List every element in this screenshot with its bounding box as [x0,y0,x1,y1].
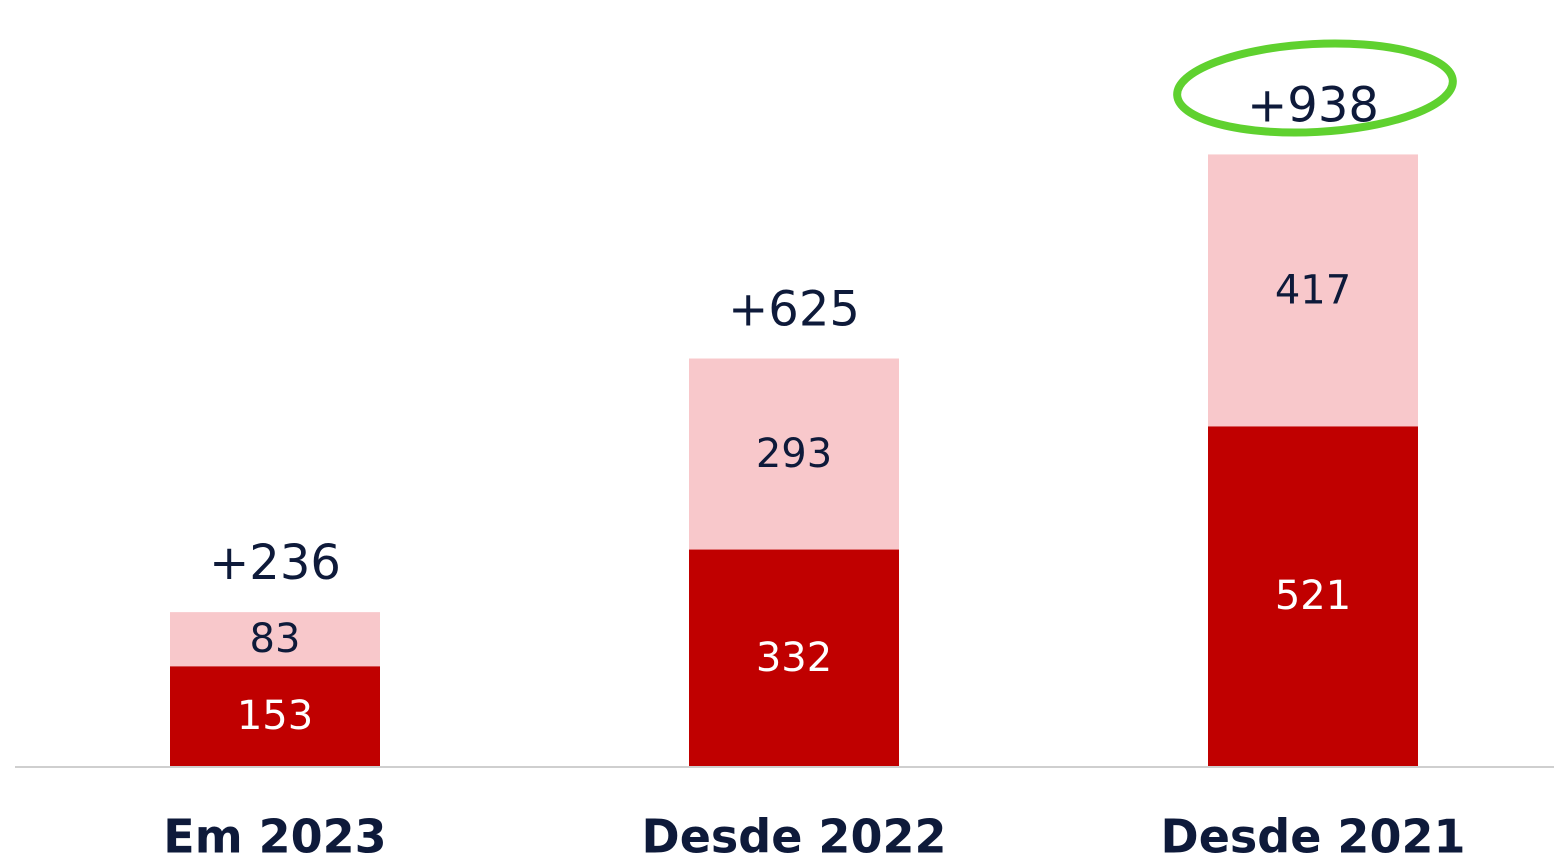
segment-label: 521 [1275,573,1351,619]
segment-label: 332 [756,635,832,681]
bar-segment [1208,426,1418,766]
x-tick-label: Em 2023 [163,810,386,864]
segment-label: 417 [1275,267,1351,313]
bar-segment [170,666,380,766]
segment-label: 293 [756,431,832,477]
bar-segment [170,612,380,667]
x-tick-label: Desde 2021 [1161,810,1466,864]
highlight-circle [1173,39,1457,137]
segment-label: 83 [250,616,301,662]
x-tick-label: Desde 2022 [642,810,947,864]
total-label: +625 [728,282,860,338]
bar-segment [689,549,899,766]
bar-segment [689,358,899,550]
segment-label: 153 [237,693,313,739]
total-label: +938 [1247,77,1379,133]
total-label: +236 [209,535,341,591]
bar-segment [1208,154,1418,427]
